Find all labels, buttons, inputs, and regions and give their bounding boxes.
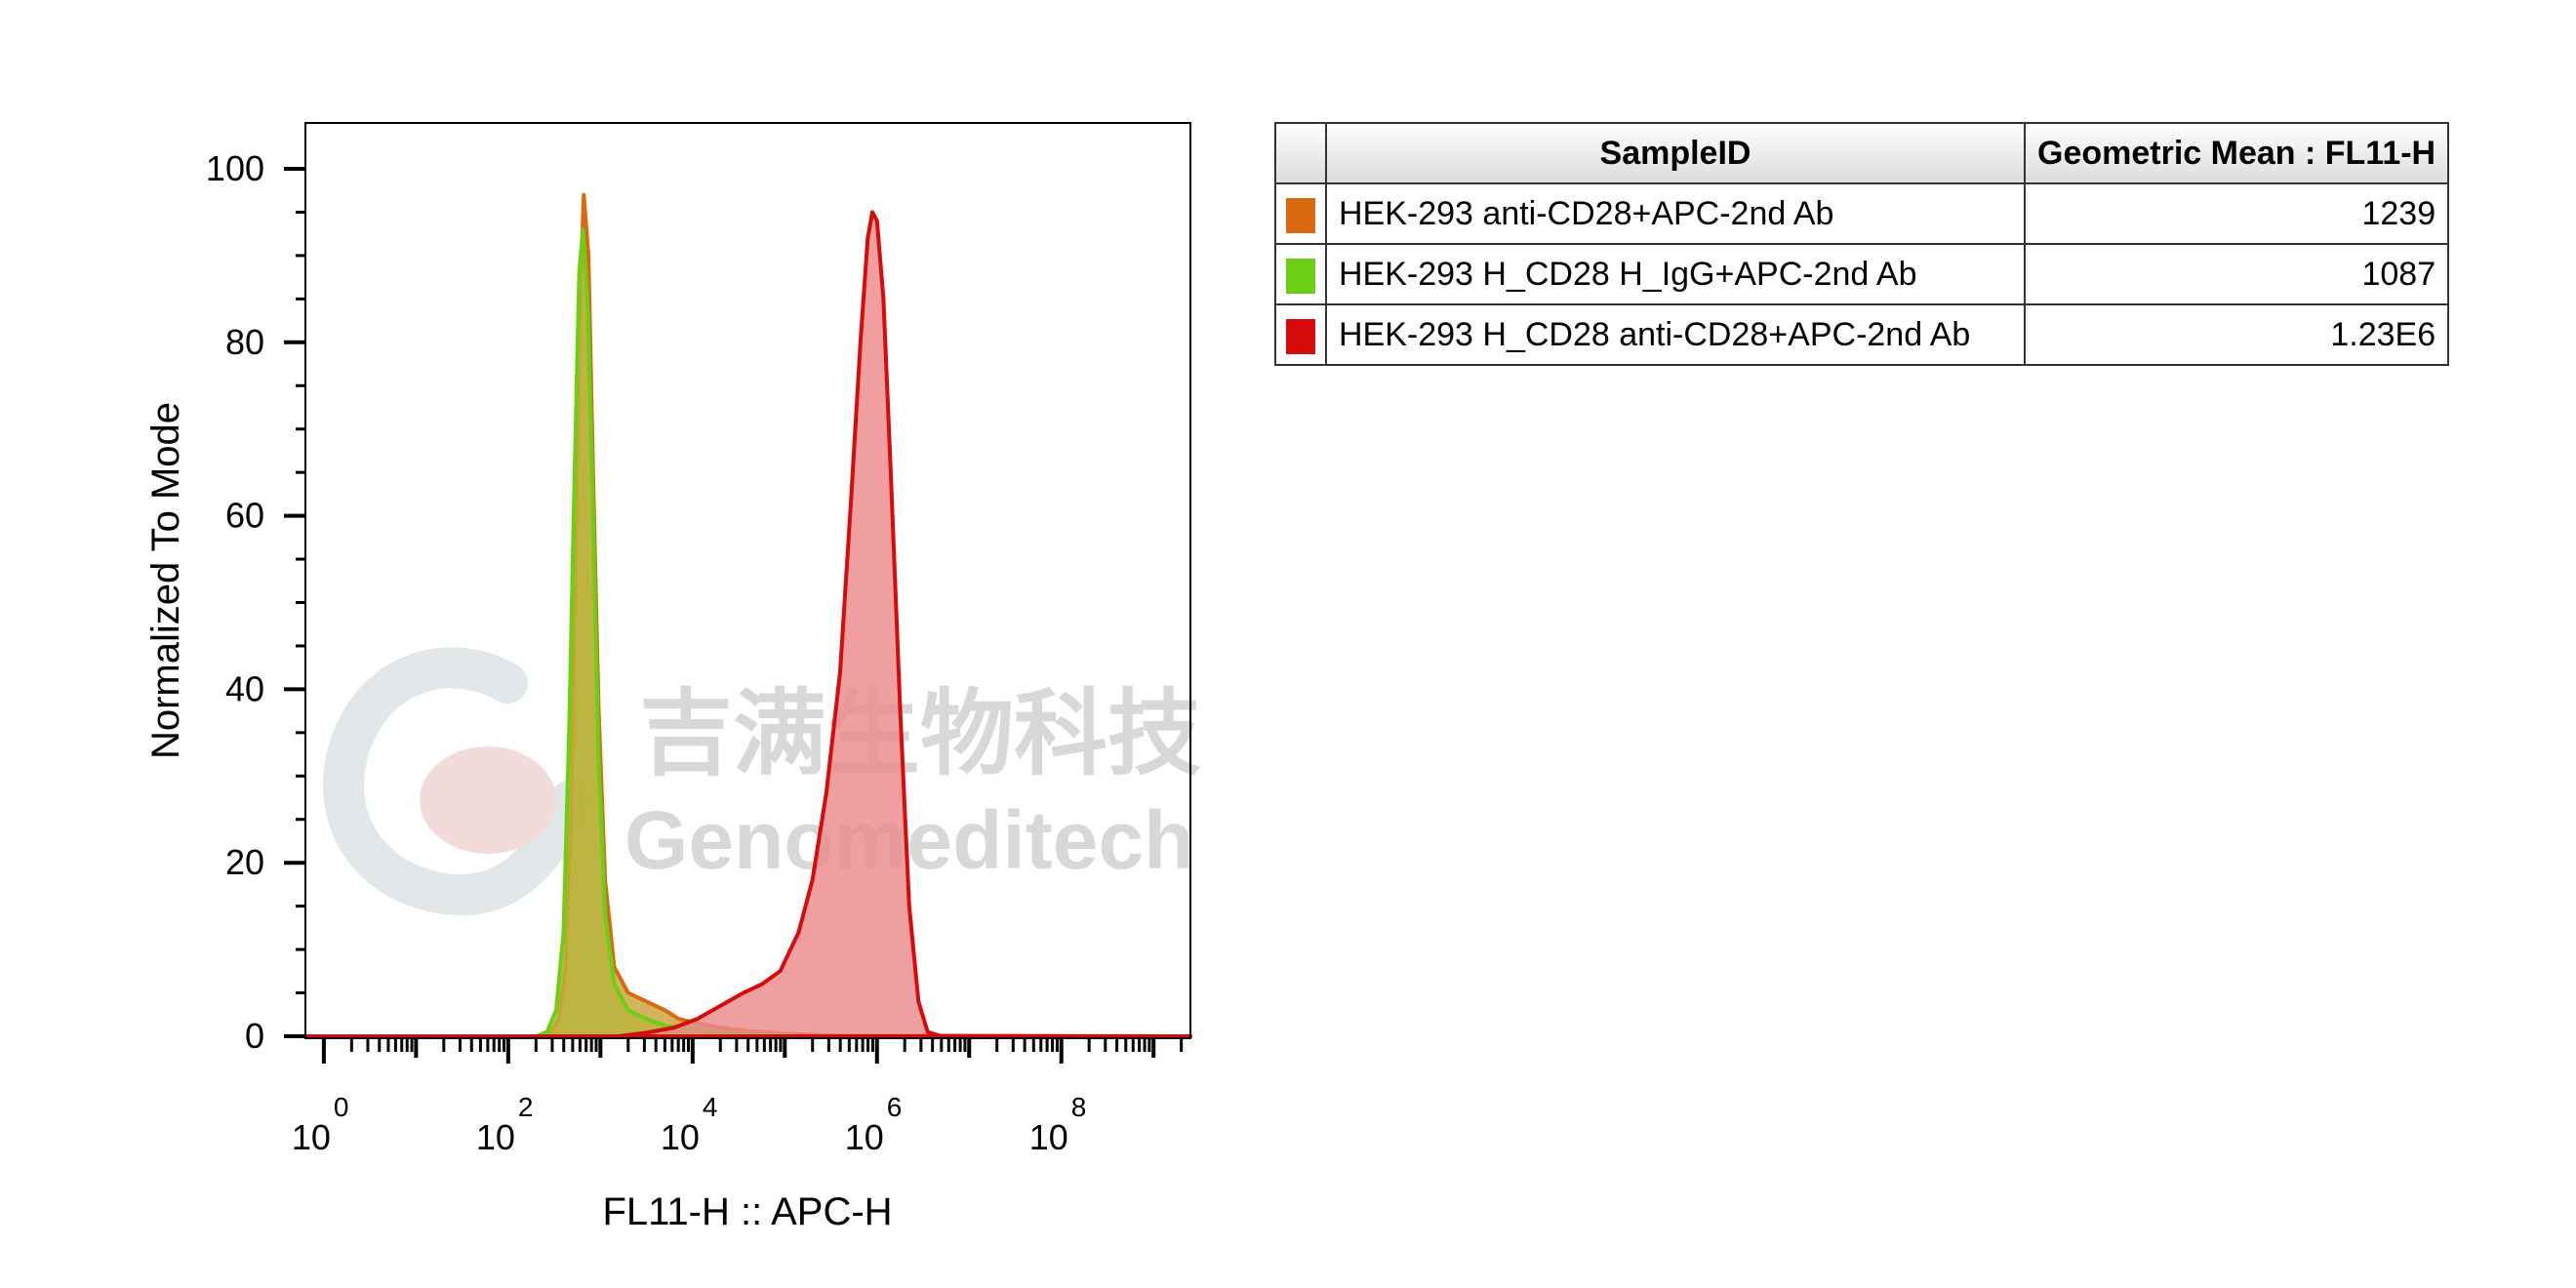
legend-sample-id: HEK-293 anti-CD28+APC-2nd Ab [1325,182,2026,245]
histogram-series-2 [303,227,1192,1038]
legend-table: SampleID Geometric Mean : FL11-H HEK-293… [1274,122,2450,366]
x-tick-exponent: 2 [518,1092,534,1122]
x-tick-label: 10 [1029,1117,1068,1157]
legend-row: HEK-293 anti-CD28+APC-2nd Ab 1239 [1274,182,2450,245]
x-tick-exponent: 8 [1071,1092,1087,1122]
histogram-series-3 [303,210,1192,1038]
series-layer [303,192,1192,1038]
x-tick-label: 10 [292,1117,331,1157]
x-tick-label: 10 [845,1117,884,1157]
legend-geometric-mean: 1.23E6 [2023,303,2450,366]
legend-swatch [1286,318,1315,354]
legend-header-row: SampleID Geometric Mean : FL11-H [1274,122,2450,184]
legend-row: HEK-293 H_CD28 anti-CD28+APC-2nd Ab 1.23… [1274,303,2450,366]
legend-sample-id: HEK-293 H_CD28 anti-CD28+APC-2nd Ab [1325,303,2026,366]
legend-header-sample: SampleID [1325,122,2026,184]
y-tick-label: 100 [206,148,264,188]
legend-row: HEK-293 H_CD28 H_IgG+APC-2nd Ab 1087 [1274,243,2450,305]
legend-sample-id: HEK-293 H_CD28 H_IgG+APC-2nd Ab [1325,243,2026,305]
legend-swatch [1286,258,1315,294]
legend-header-mean: Geometric Mean : FL11-H [2023,122,2450,184]
x-tick-exponent: 4 [703,1092,718,1122]
y-axis-title: Normalized To Mode [144,402,187,759]
y-tick-label: 40 [225,668,264,708]
x-tick-label: 10 [661,1117,700,1157]
y-tick-label: 0 [245,1016,264,1056]
watermark-logo-icon [323,647,591,916]
y-tick-label: 80 [225,322,264,362]
watermark: 吉满生物科技 Genomeditech [323,647,1201,916]
x-tick-exponent: 6 [887,1092,903,1122]
x-axis-title: FL11-H :: APC-H [602,1190,892,1233]
y-tick-label: 60 [225,496,264,536]
legend-geometric-mean: 1239 [2023,182,2450,245]
legend-swatch [1286,197,1315,233]
watermark-chinese-text: 吉满生物科技 [639,679,1201,788]
x-tick-label: 10 [476,1117,515,1157]
legend-geometric-mean: 1087 [2023,243,2450,305]
y-tick-label: 20 [225,842,264,882]
legend-header-swatch [1274,122,1327,184]
x-tick-exponent: 0 [334,1092,349,1122]
